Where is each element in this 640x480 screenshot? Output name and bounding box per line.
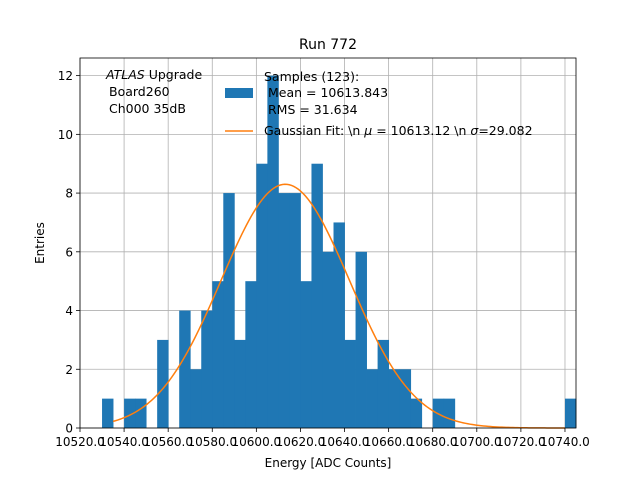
histogram-bar	[179, 310, 191, 428]
histogram-bar	[212, 281, 224, 428]
y-axis-label: Entries	[33, 222, 47, 264]
x-tick-label: 10700.0	[452, 435, 502, 449]
chart-title: Run 772	[299, 37, 357, 53]
histogram-bar	[399, 369, 412, 428]
axes-frame	[79, 57, 577, 429]
x-tick-label: 10680.0	[408, 435, 458, 449]
legend-samples-line-3: RMS = 31.634	[264, 102, 358, 117]
histogram-bars	[102, 75, 577, 428]
histogram-bar	[564, 398, 577, 428]
histogram-bar	[124, 398, 136, 428]
y-tick-label: 2	[65, 363, 73, 377]
histogram-bar	[443, 398, 456, 428]
histogram-bar	[190, 369, 202, 428]
y-axis-ticks: 0 2 4 6 8 10 12	[58, 69, 80, 436]
histogram-bar	[300, 281, 312, 428]
histogram-bar	[377, 339, 390, 428]
histogram-bar	[234, 339, 246, 428]
annotation-text: ATLAS Upgrade Board260 Ch000 35dB	[105, 67, 202, 116]
x-tick-label: 10560.0	[143, 435, 193, 449]
x-tick-label: 10660.0	[364, 435, 414, 449]
x-tick-label: 10720.0	[496, 435, 546, 449]
y-tick-label: 0	[65, 422, 73, 436]
legend-samples-line-2: Mean = 10613.843	[264, 85, 388, 100]
histogram-bar	[322, 251, 334, 428]
histogram-bar	[355, 251, 367, 428]
annotation-line-3: Ch000 35dB	[109, 101, 186, 116]
x-tick-label: 10740.0	[540, 435, 590, 449]
y-tick-label: 4	[65, 304, 73, 318]
histogram-bar	[245, 281, 257, 428]
annotation-line-2: Board260	[109, 84, 170, 99]
histogram-bar	[102, 398, 114, 428]
y-tick-label: 8	[65, 187, 73, 201]
y-tick-label: 10	[58, 128, 73, 142]
histogram-bar	[223, 193, 235, 428]
histogram-bar	[311, 163, 323, 428]
histogram-bar	[135, 398, 147, 428]
x-axis-ticks: 10520.010540.010560.010580.010600.010620…	[55, 428, 590, 449]
histogram-bar	[366, 369, 378, 428]
x-tick-label: 10620.0	[276, 435, 326, 449]
histogram-bar	[388, 369, 401, 428]
legend: Samples (123): Mean = 10613.843 RMS = 31…	[225, 69, 533, 138]
annotation-line-1: ATLAS Upgrade	[105, 67, 202, 82]
legend-fit-label: Gaussian Fit: \n μ = 10613.12 \n σ=29.08…	[264, 123, 533, 138]
legend-samples-line-1: Samples (123):	[264, 69, 359, 84]
y-tick-label: 6	[65, 245, 73, 259]
x-tick-label: 10640.0	[320, 435, 370, 449]
x-axis-label: Energy [ADC Counts]	[265, 456, 392, 470]
histogram-bar	[289, 193, 301, 428]
histogram-bar	[201, 310, 213, 428]
histogram-bar	[278, 193, 290, 428]
histogram-bar	[410, 398, 423, 428]
x-tick-label: 10600.0	[232, 435, 282, 449]
y-tick-label: 12	[58, 69, 73, 83]
histogram-bar	[344, 339, 356, 428]
x-tick-label: 10520.0	[55, 435, 105, 449]
legend-samples-patch	[225, 88, 253, 98]
x-tick-label: 10540.0	[99, 435, 149, 449]
histogram-bar	[256, 163, 268, 428]
x-tick-label: 10580.0	[187, 435, 237, 449]
gaussian-fit-curve	[112, 183, 565, 429]
histogram-bar	[333, 222, 345, 428]
histogram-bar	[267, 75, 279, 428]
histogram-bar	[157, 339, 169, 428]
